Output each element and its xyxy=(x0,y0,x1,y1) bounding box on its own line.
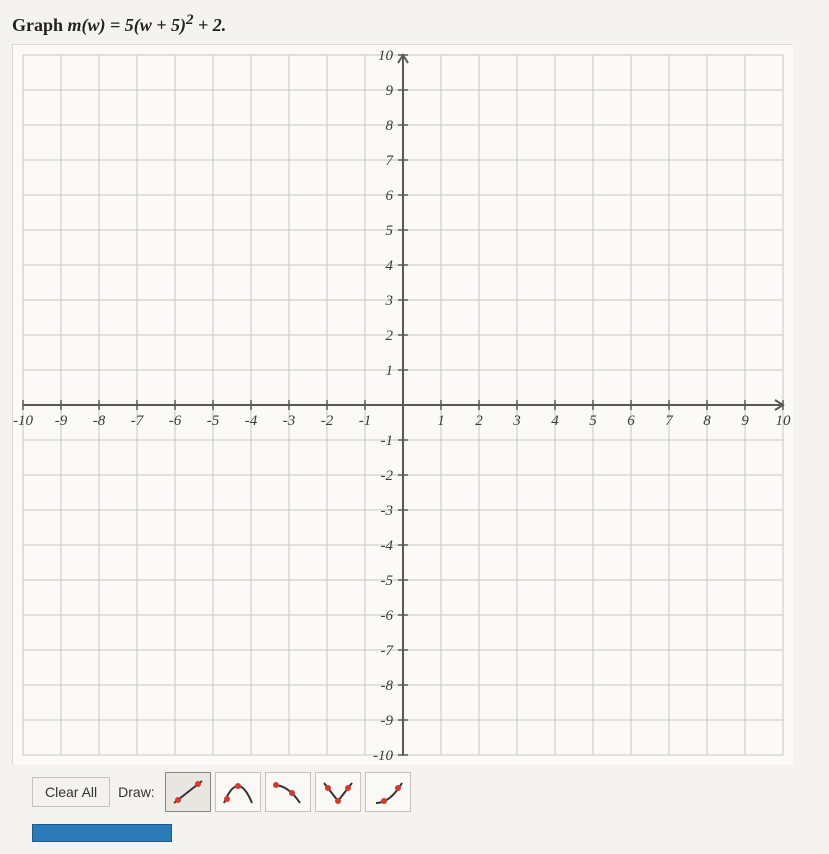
svg-text:-7: -7 xyxy=(131,413,145,429)
svg-text:9: 9 xyxy=(741,413,749,429)
svg-text:6: 6 xyxy=(627,413,635,429)
svg-text:8: 8 xyxy=(703,413,711,429)
svg-text:-6: -6 xyxy=(169,413,182,429)
svg-text:-7: -7 xyxy=(381,643,395,659)
svg-text:4: 4 xyxy=(551,413,559,429)
svg-text:-5: -5 xyxy=(381,573,394,589)
svg-text:-4: -4 xyxy=(245,413,258,429)
svg-text:3: 3 xyxy=(512,413,521,429)
cartesian-grid: -10-9-8-7-6-5-4-3-2-112345678910-10-9-8-… xyxy=(13,45,793,765)
svg-text:2: 2 xyxy=(475,413,483,429)
prompt-prefix: Graph xyxy=(12,15,68,35)
svg-text:-3: -3 xyxy=(283,413,296,429)
tool-line[interactable] xyxy=(165,772,211,812)
tool-row xyxy=(165,772,411,812)
svg-text:-8: -8 xyxy=(381,678,394,694)
submit-bar xyxy=(12,824,817,842)
svg-text:10: 10 xyxy=(776,413,792,429)
tool-curve-half-up[interactable] xyxy=(365,772,411,812)
tool-parabola-down[interactable] xyxy=(215,772,261,812)
svg-text:3: 3 xyxy=(385,293,394,309)
svg-text:-9: -9 xyxy=(55,413,68,429)
svg-text:-1: -1 xyxy=(381,433,394,449)
clear-all-button[interactable]: Clear All xyxy=(32,777,110,807)
svg-text:10: 10 xyxy=(378,48,394,64)
graph-area[interactable]: -10-9-8-7-6-5-4-3-2-112345678910-10-9-8-… xyxy=(12,44,792,764)
svg-text:-10: -10 xyxy=(13,413,33,429)
svg-text:-10: -10 xyxy=(373,748,393,764)
svg-text:-4: -4 xyxy=(381,538,394,554)
svg-text:4: 4 xyxy=(386,258,394,274)
svg-text:9: 9 xyxy=(386,83,394,99)
svg-text:5: 5 xyxy=(589,413,597,429)
svg-text:-9: -9 xyxy=(381,713,394,729)
svg-text:-2: -2 xyxy=(381,468,394,484)
tool-curve-half-down[interactable] xyxy=(265,772,311,812)
svg-text:5: 5 xyxy=(386,223,394,239)
tool-abs-v[interactable] xyxy=(315,772,361,812)
prompt-equation: m(w) = 5(w + 5)2 + 2. xyxy=(68,15,227,35)
svg-text:8: 8 xyxy=(386,118,394,134)
svg-text:-6: -6 xyxy=(381,608,394,624)
submit-button[interactable] xyxy=(32,824,172,842)
problem-prompt: Graph m(w) = 5(w + 5)2 + 2. xyxy=(12,12,817,36)
svg-text:-3: -3 xyxy=(381,503,394,519)
svg-text:-1: -1 xyxy=(359,413,372,429)
svg-text:1: 1 xyxy=(386,363,394,379)
toolbar: Clear All Draw: xyxy=(12,772,817,812)
svg-text:-2: -2 xyxy=(321,413,334,429)
svg-text:-5: -5 xyxy=(207,413,220,429)
svg-text:2: 2 xyxy=(386,328,394,344)
draw-label: Draw: xyxy=(118,784,155,800)
svg-text:6: 6 xyxy=(386,188,394,204)
svg-text:-8: -8 xyxy=(93,413,106,429)
svg-text:1: 1 xyxy=(437,413,445,429)
